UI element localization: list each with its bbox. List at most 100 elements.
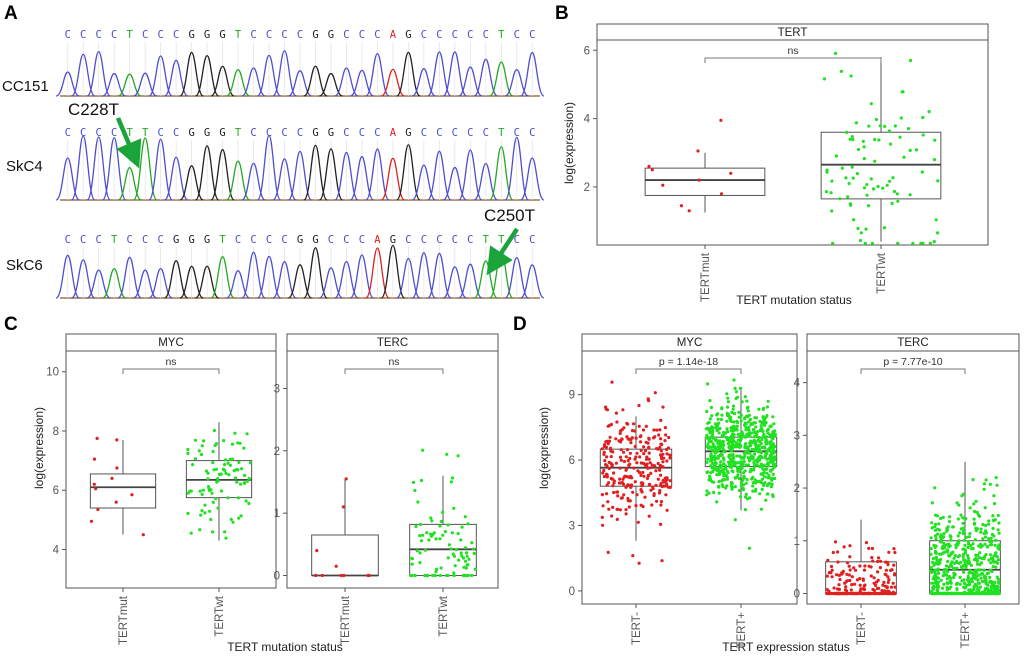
data-point [645,455,649,459]
data-point [212,468,216,472]
data-point [869,574,873,578]
data-point [719,417,724,422]
panel-d-xlabel: TERT expression status [722,640,850,654]
data-point [970,547,974,551]
data-point [622,426,626,430]
data-point [975,584,979,588]
data-point [967,571,971,575]
data-point [984,581,988,586]
facet-panel-border [596,39,989,246]
peak-C [272,158,297,201]
data-point [734,426,738,430]
data-point [892,189,897,194]
y-tick-label: 3 [274,383,280,395]
data-point [421,533,425,537]
base-call: C [111,29,117,41]
data-point [210,491,214,495]
data-point [760,477,765,481]
data-point [838,577,842,582]
data-point [841,570,845,575]
data-point [743,508,748,512]
data-point [966,556,971,560]
data-point [645,476,650,480]
data-point [227,473,231,477]
data-point [637,424,641,428]
data-point [858,238,863,243]
data-point [880,589,884,593]
data-point [971,576,975,580]
data-point [863,241,867,245]
data-point [611,505,615,509]
data-point [622,493,626,497]
data-point [759,442,763,446]
data-point [729,171,733,175]
data-point [996,577,1001,582]
data-point [896,199,900,203]
x-tick-label: TERTwt [876,252,888,293]
data-point [996,528,1000,532]
data-point [992,494,996,498]
data-point [959,513,963,517]
group-tertneg [825,519,897,596]
peak-G [210,148,235,201]
data-point [742,434,746,438]
data-point [713,461,717,465]
data-point [726,430,730,434]
peak-G [164,260,189,299]
base-call: C [250,127,256,139]
data-point [975,571,979,575]
data-point [636,469,640,473]
base-call: C [281,234,287,246]
data-point [741,477,745,481]
peak-C [70,135,96,201]
base-call: T [498,29,505,41]
data-point [930,589,934,593]
data-point [739,386,743,390]
data-point [983,575,988,579]
data-point [955,560,959,565]
data-point [960,494,964,498]
data-point [409,573,413,578]
data-point [927,110,931,114]
data-point [994,565,998,569]
data-point [988,553,993,557]
data-point [463,559,468,563]
data-point [233,431,237,435]
data-point [883,124,887,128]
data-point [730,469,734,473]
data-point [861,577,865,581]
data-point [193,457,197,461]
x-tick-label: TERT- [631,612,643,645]
base-call: C [281,29,287,41]
base-call: C [359,234,365,246]
data-point [732,420,736,424]
peak-C [272,50,297,97]
x-tick-label: TERTmut [118,595,130,645]
data-point [942,570,946,575]
data-point [638,455,642,459]
data-point [413,488,417,493]
data-point [213,443,217,447]
data-point [712,490,716,495]
data-point [846,195,850,199]
data-point [731,447,735,451]
data-point [748,457,752,461]
data-point [946,581,951,585]
data-point [696,149,700,153]
data-point [743,417,747,421]
data-point [739,436,744,440]
data-point [605,408,610,412]
data-point [939,578,943,582]
data-point [933,581,937,585]
data-point [956,534,960,538]
base-call: C [157,29,163,41]
data-point [941,574,945,578]
data-point [762,422,767,427]
data-point [950,551,954,555]
data-point [963,559,967,563]
data-point [206,477,210,481]
data-point [938,591,942,596]
data-point [717,472,722,477]
data-point [725,419,729,423]
